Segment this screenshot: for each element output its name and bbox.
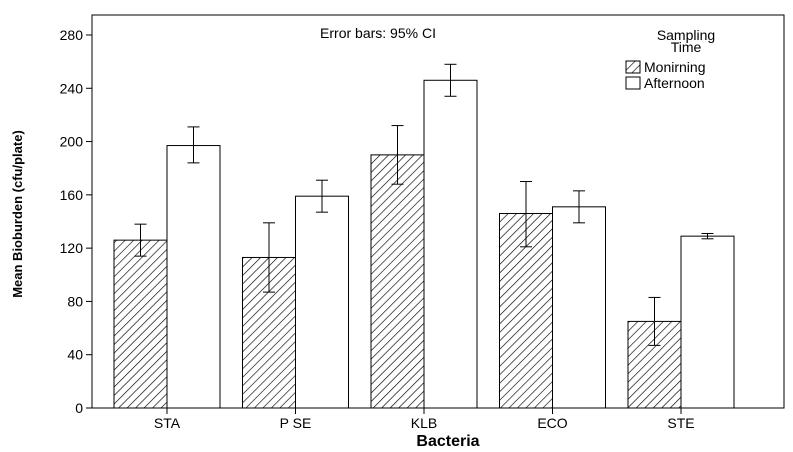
y-tick-label: 0 bbox=[75, 400, 83, 416]
y-tick-label: 160 bbox=[60, 187, 84, 203]
error-bars-group bbox=[134, 63, 714, 346]
y-tick-label: 200 bbox=[60, 134, 84, 150]
x-tick-label: STE bbox=[667, 415, 694, 431]
bar-afternoon-pse bbox=[295, 195, 349, 409]
legend: Sampling Time Monirning Afternoon bbox=[625, 27, 715, 91]
bar-morning-pse bbox=[242, 256, 296, 409]
bar-afternoon-klb bbox=[423, 79, 478, 409]
bar-afternoon-sta bbox=[166, 145, 221, 409]
chart-annotation: Error bars: 95% CI bbox=[320, 25, 436, 41]
legend-label-morning: Monirning bbox=[644, 59, 705, 75]
y-axis: 0 40 80 120 160 200 240 280 bbox=[60, 27, 92, 416]
legend-swatch-morning bbox=[625, 60, 641, 74]
bars-group bbox=[113, 79, 735, 409]
bar-afternoon-ste bbox=[680, 235, 735, 409]
legend-title-line1: Sampling bbox=[657, 27, 715, 43]
bar-morning-sta bbox=[113, 239, 168, 409]
bar-morning-klb bbox=[370, 154, 425, 409]
y-tick-label: 280 bbox=[60, 27, 84, 43]
x-tick-label: ECO bbox=[537, 415, 567, 431]
legend-label-afternoon: Afternoon bbox=[644, 75, 705, 91]
y-tick-label: 80 bbox=[67, 293, 83, 309]
y-axis-title: Mean Bioburden (cfu/plate) bbox=[10, 130, 25, 298]
bar-afternoon-eco bbox=[552, 206, 606, 409]
legend-title-line2: Time bbox=[671, 39, 702, 55]
y-tick-label: 120 bbox=[60, 240, 84, 256]
legend-swatch-afternoon bbox=[625, 76, 641, 90]
y-tick-label: 40 bbox=[67, 347, 83, 363]
x-tick-label: P SE bbox=[280, 415, 312, 431]
y-tick-label: 240 bbox=[60, 80, 84, 96]
x-tick-label: STA bbox=[154, 415, 181, 431]
x-tick-label: KLB bbox=[411, 415, 437, 431]
x-axis-title: Bacteria bbox=[416, 433, 479, 450]
x-axis: STA P SE KLB ECO STE bbox=[154, 408, 695, 431]
